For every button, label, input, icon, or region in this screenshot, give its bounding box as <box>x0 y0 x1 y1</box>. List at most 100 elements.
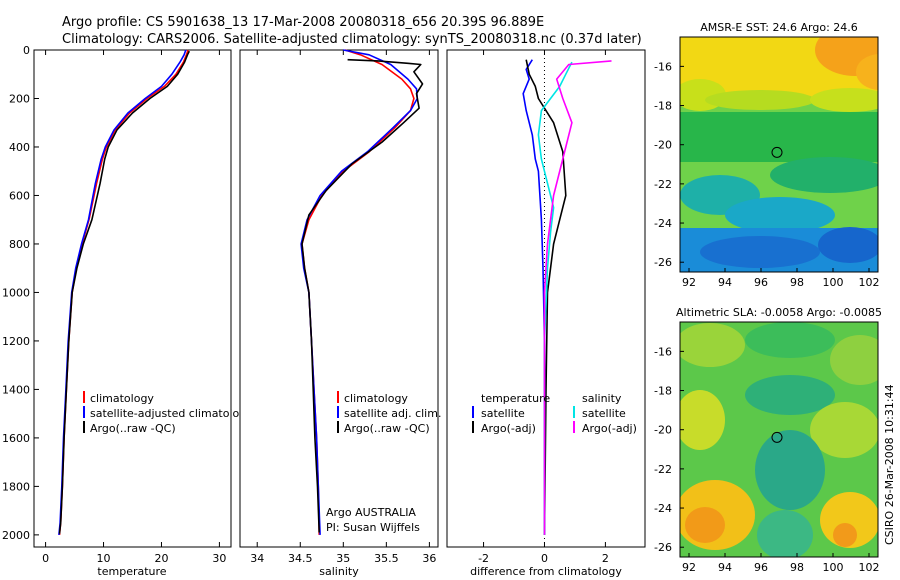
legend-heading-salinity: salinity <box>582 392 622 405</box>
salinity-legend: climatology satellite adj. clim. Argo(..… <box>337 391 441 435</box>
series-line-argo-raw-qc <box>301 58 424 533</box>
x-tick-label: 92 <box>682 276 696 289</box>
y-tick-label: 1800 <box>2 480 30 493</box>
legend-label-temp-satellite: satellite <box>481 407 525 420</box>
figure-subtitle: Climatology: CARS2006. Satellite-adjuste… <box>62 32 642 47</box>
footer-stamp: CSIRO 26-Mar-2008 10:31:44 <box>883 384 896 545</box>
sst-map-panel: AMSR-E SST: 24.6 Argo: 24.6 92 94 96 98 100 1… <box>654 21 879 289</box>
x-tick-label: 98 <box>790 561 804 574</box>
sst-warm-patch <box>856 54 878 90</box>
sla-high-patch <box>680 390 725 450</box>
y-tick-label: -22 <box>654 463 672 476</box>
argo-location-marker <box>771 146 783 158</box>
y-tick-label: -26 <box>654 541 672 554</box>
sla-patch <box>810 402 878 458</box>
sla-low-patch <box>757 510 813 557</box>
difference-ticks: -2 0 2 <box>478 50 609 565</box>
difference-legend: temperature satellite Argo(-adj) salinit… <box>472 392 637 435</box>
difference-lines <box>522 59 612 535</box>
y-tick-label: -18 <box>654 100 672 113</box>
x-tick-label: 34 <box>250 552 264 565</box>
sla-high-patch <box>685 507 725 543</box>
y-tick-label: 800 <box>9 238 30 251</box>
sla-low-patch <box>745 375 835 415</box>
sst-transition-patch <box>705 90 815 110</box>
temperature-panel: 0 10 20 30 0 200 400 600 800 1000 1200 1400 1600 1800… <box>2 44 246 578</box>
x-tick-label: 35 <box>336 552 350 565</box>
y-tick-label: -16 <box>654 345 672 358</box>
y-tick-label: -22 <box>654 178 672 191</box>
salinity-xlabel: salinity <box>319 565 359 578</box>
x-tick-label: 35.5 <box>374 552 399 565</box>
series-line-argo-adj <box>525 59 567 535</box>
x-tick-label: 102 <box>859 561 880 574</box>
y-tick-label: 600 <box>9 189 30 202</box>
legend-label-climatology: climatology <box>344 392 408 405</box>
sst-mid-band <box>680 112 878 162</box>
x-tick-label: 36 <box>422 552 436 565</box>
series-line-satellite <box>537 61 573 535</box>
legend-heading-temperature: temperature <box>481 392 550 405</box>
sla-map-title: Altimetric SLA: -0.0058 Argo: -0.0085 <box>676 306 882 319</box>
y-tick-label: 1400 <box>2 383 30 396</box>
sst-map-ticks: 92 94 96 98 100 102 -16 -18 -20 -22 -24 -26 <box>654 60 879 289</box>
x-tick-label: 10 <box>97 552 111 565</box>
y-tick-label: 1600 <box>2 432 30 445</box>
x-tick-label: 30 <box>212 552 226 565</box>
annotation-pi: PI: Susan Wijffels <box>326 521 420 534</box>
series-line-satellite <box>522 59 546 535</box>
legend-label-satellite-adjusted: satellite-adjusted climatolog <box>90 407 246 420</box>
sla-low-patch <box>755 430 825 510</box>
y-tick-label: 400 <box>9 141 30 154</box>
series-line-argo-raw-qc <box>58 50 191 534</box>
x-tick-label: 94 <box>718 276 732 289</box>
legend-label-argo: Argo(..raw -QC) <box>344 422 430 435</box>
x-tick-label: -2 <box>478 552 489 565</box>
legend-label-climatology: climatology <box>90 392 154 405</box>
sst-map-title: AMSR-E SST: 24.6 Argo: 24.6 <box>700 21 858 34</box>
difference-xlabel: difference from climatology <box>470 565 622 578</box>
figure-title: Argo profile: CS 5901638_13 17-Mar-2008 … <box>62 15 544 30</box>
x-tick-label: 92 <box>682 561 696 574</box>
sla-patch <box>830 335 878 385</box>
sla-map-ticks: 92 94 96 98 100 102 -16 -18 -20 -22 -24 -26 <box>654 345 879 574</box>
x-tick-label: 94 <box>718 561 732 574</box>
sst-map-frame <box>679 36 879 273</box>
sst-cool-patch <box>725 197 835 233</box>
y-tick-label: 2000 <box>2 529 30 542</box>
series-line-argo-adj <box>543 60 612 535</box>
sla-patch <box>680 323 745 367</box>
y-tick-label: -20 <box>654 424 672 437</box>
salinity-lines <box>300 49 424 535</box>
legend-label-argo: Argo(..raw -QC) <box>90 422 176 435</box>
annotation-argo-australia: Argo AUSTRALIA <box>326 506 416 519</box>
x-tick-label: 0 <box>541 552 548 565</box>
sla-high-patch <box>833 523 857 547</box>
temperature-axes-box <box>33 49 232 548</box>
y-tick-label: -20 <box>654 139 672 152</box>
y-tick-label: -24 <box>654 502 672 515</box>
x-tick-label: 0 <box>42 552 49 565</box>
sst-cool-patch <box>770 157 878 193</box>
temperature-lines <box>58 49 191 535</box>
sla-map-frame <box>679 321 879 558</box>
y-tick-label: -26 <box>654 256 672 269</box>
sla-map-panel: Altimetric SLA: -0.0058 Argo: -0.0085 92… <box>654 306 882 574</box>
legend-label-temp-argo: Argo(-adj) <box>481 422 536 435</box>
difference-panel: -2 0 2 difference from climatology tempera… <box>446 49 646 578</box>
salinity-panel: 34 34.5 35 35.5 36 salinity climatology sate… <box>239 49 441 578</box>
x-tick-label: 20 <box>154 552 168 565</box>
x-tick-label: 2 <box>602 552 609 565</box>
x-tick-label: 96 <box>754 276 768 289</box>
legend-label-satellite-adj: satellite adj. clim. <box>344 407 441 420</box>
temperature-ticks: 0 10 20 30 0 200 400 600 800 1000 1200 1400 1600 1800… <box>2 44 226 565</box>
legend-label-sal-satellite: satellite <box>582 407 626 420</box>
salinity-axes-box <box>239 49 439 548</box>
legend-label-sal-argo: Argo(-adj) <box>582 422 637 435</box>
y-tick-label: 1000 <box>2 286 30 299</box>
argo-location-marker <box>771 431 783 443</box>
x-tick-label: 96 <box>754 561 768 574</box>
x-tick-label: 98 <box>790 276 804 289</box>
sst-cold-patch <box>818 227 878 263</box>
